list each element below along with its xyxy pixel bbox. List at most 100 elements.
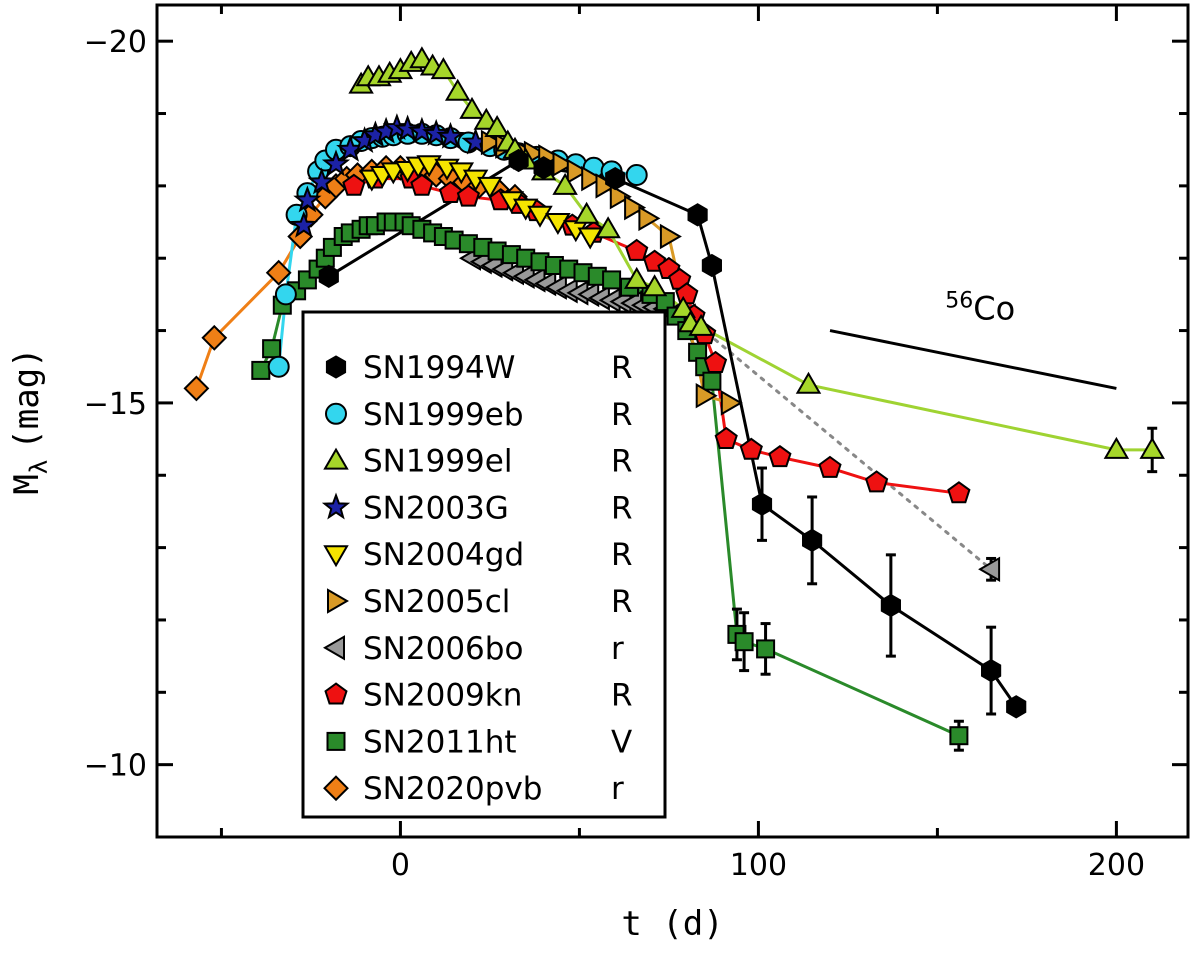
sn2009kn-point-shape: [410, 173, 434, 196]
legend-entry-sn1999el: SN1999el R: [323, 444, 633, 480]
sn2020pvb-point-shape: [201, 324, 228, 351]
sn2003g-point-shape: [436, 121, 465, 149]
sn1994w-point: [751, 492, 773, 516]
sn2005cl-point: [566, 158, 589, 185]
sn2020pvb-point-shape: [265, 259, 292, 286]
sn2004gd-point: [545, 213, 571, 235]
sn2004gd-point-shape: [416, 155, 442, 178]
sn1994w-point: [318, 264, 339, 288]
sn2004gd-point-shape: [527, 205, 553, 228]
legend-entry-sn2005cl: SN2005cl R: [327, 584, 633, 620]
sn1994w-point-shape: [508, 148, 529, 173]
svg-text:Mλ(mag): Mλ (mag): [7, 347, 53, 494]
sn1999el-point-shape: [641, 274, 668, 297]
legend-marker-sn1999eb-shape: [325, 402, 347, 425]
sn2009kn-point-shape: [818, 455, 842, 478]
y-tick-label: −20: [84, 25, 147, 60]
sn2011ht-point-shape: [602, 270, 622, 290]
sn2005cl-point-shape: [566, 158, 589, 185]
sn1999el-point-shape: [473, 107, 500, 130]
legend-marker-sn1999eb: [325, 402, 347, 425]
sn2009kn-point: [739, 437, 763, 460]
legend-label-sn2006bo: SN2006bo: [363, 631, 523, 667]
sn2005cl-point: [720, 390, 743, 416]
sn2005cl-point: [581, 165, 604, 192]
sn1994w-point: [981, 658, 1002, 683]
sn2003g-point-shape: [407, 116, 437, 144]
sn1994w-point-shape: [533, 156, 554, 180]
sn2011ht-point: [702, 371, 722, 391]
cobalt-decay-annotation: 56Co: [829, 289, 1117, 390]
sn2003g-point-shape: [289, 210, 318, 238]
sn1999el-point: [473, 107, 500, 130]
sn2005cl-point-shape: [609, 183, 632, 210]
sn2009kn-point-shape: [438, 180, 463, 204]
sn1994w-point-shape: [981, 658, 1002, 683]
sn2011ht-point: [734, 632, 754, 652]
sn1999el-point-shape: [688, 313, 714, 336]
sn2009kn-points: [342, 166, 971, 504]
legend-marker-sn2020pvb: [323, 775, 349, 802]
legend-entry-sn1994w: SN1994W R: [325, 350, 633, 386]
sn2004gd-point-shape: [545, 213, 571, 235]
legend-entry-sn2004gd: SN2004gd R: [323, 537, 633, 573]
sn1999el-point-shape: [573, 201, 600, 224]
legend-entry-sn2006bo: SN2006bo r: [323, 631, 624, 667]
sn1999eb-point-shape: [625, 164, 648, 186]
sn1994w-point: [802, 528, 823, 553]
sn1994w-point: [605, 166, 626, 191]
sn2005cl-point-shape: [720, 390, 743, 416]
legend-entry-sn2009kn: SN2009kn R: [324, 678, 633, 714]
sn2009kn-point: [864, 470, 889, 493]
sn1994w-point-shape: [802, 528, 823, 553]
sn2003g-point-shape: [307, 167, 336, 195]
sn2003g-point-shape: [293, 185, 322, 213]
sn1999el-point: [459, 96, 485, 119]
sn2009kn-point: [703, 350, 728, 374]
sn2004gd-point: [416, 155, 442, 178]
legend-marker-sn2004gd-shape: [323, 545, 349, 568]
sn2009kn-point: [768, 444, 792, 468]
sn2009kn-point: [410, 173, 434, 196]
sn2004gd-point: [380, 162, 407, 185]
sn2011ht-point-shape: [262, 339, 282, 359]
legend-entry-sn2003g: SN2003G R: [321, 490, 633, 526]
y-axis-title: Mλ (mag): [7, 347, 53, 494]
legend-entry-sn1999eb: SN1999eb R: [325, 397, 633, 433]
sn2011ht-point: [262, 339, 282, 359]
legend-label-sn2009kn: SN2009kn: [363, 678, 522, 714]
sn1999eb-point-shape: [267, 355, 290, 378]
legend-label-sn2020pvb: SN2020pvb: [363, 771, 542, 807]
sn2009kn-point-shape: [768, 444, 792, 468]
legend-marker-sn2020pvb-shape: [323, 775, 349, 802]
x-axis-title: t (d): [621, 904, 723, 944]
legend-marker-sn1999el-shape: [323, 447, 349, 470]
sn2003g-point-shape: [321, 149, 351, 177]
sn2005cl-point-shape: [581, 165, 604, 192]
sn1999el-point-shape: [595, 216, 621, 239]
sn1999el-point: [595, 216, 621, 239]
sn1994w-point: [533, 156, 554, 180]
series-points: [183, 46, 1165, 752]
sn2003g-point: [293, 185, 322, 213]
y-axis-title-symbol: M: [7, 474, 47, 494]
legend-band-sn1994w: R: [611, 350, 633, 386]
sn2003g-point: [422, 118, 451, 146]
sn1999el-point-shape: [430, 57, 457, 80]
legend-label-sn1999eb: SN1999eb: [363, 397, 524, 433]
sn1999el-point: [670, 295, 696, 318]
legend-label-sn2004gd: SN2004gd: [363, 537, 524, 573]
sn2003g-point: [289, 210, 318, 238]
legend-marker-sn2003g-shape: [321, 492, 351, 520]
sn2003g-point: [321, 149, 351, 177]
sn2005cl-point-shape: [659, 223, 682, 250]
sn2009kn-point: [456, 184, 481, 207]
sn2011ht-point-shape: [756, 639, 776, 659]
sn2009kn-point-shape: [456, 184, 481, 207]
sn2005cl-point: [609, 183, 632, 210]
legend-marker-sn2005cl-shape: [327, 588, 349, 614]
sn1994w-point-shape: [1006, 695, 1027, 719]
sn1994w-point: [508, 148, 529, 173]
legend-band-sn2003g: R: [611, 490, 633, 526]
sn2004gd-point-shape: [380, 162, 407, 185]
